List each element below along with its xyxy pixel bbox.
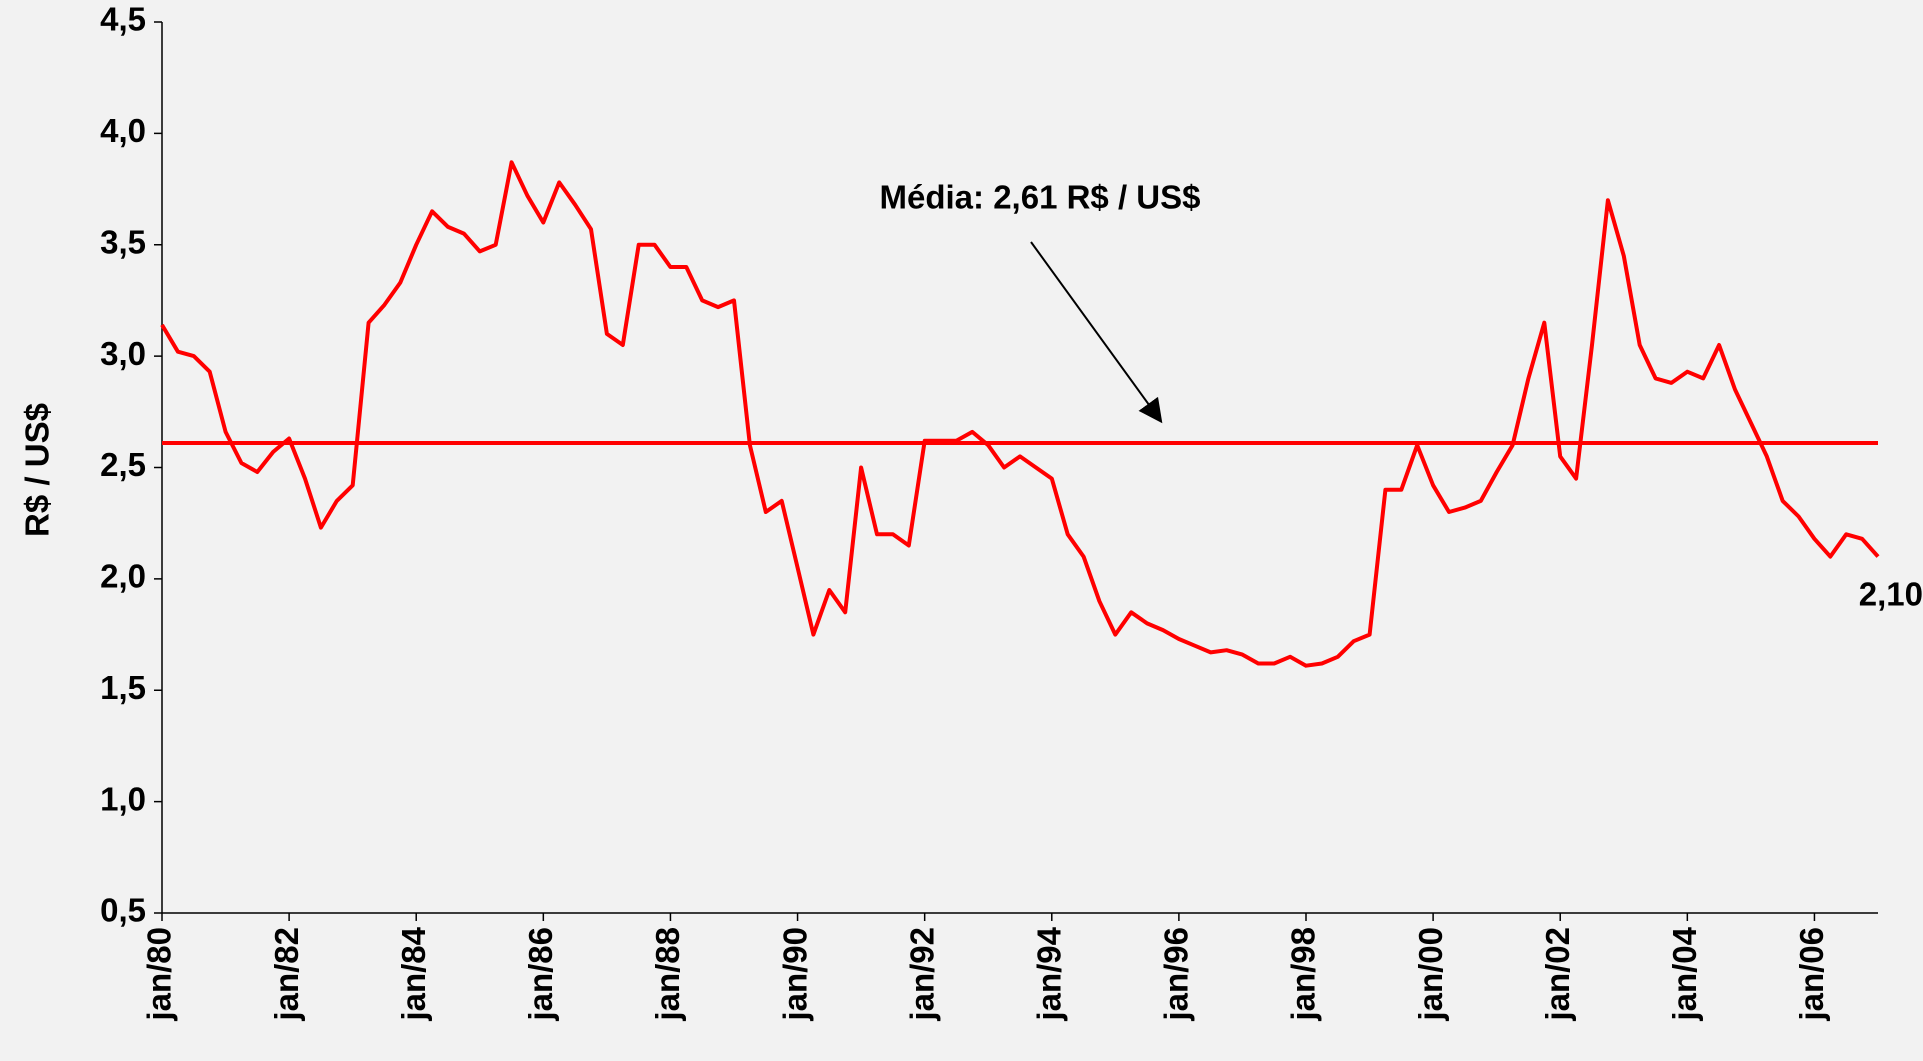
x-tick-label: jan/00	[1412, 927, 1449, 1022]
x-tick-label: jan/96	[1158, 927, 1195, 1022]
x-tick-label: jan/82	[268, 927, 305, 1022]
y-axis-label: R$ / US$	[19, 403, 56, 537]
x-tick-label: jan/02	[1539, 927, 1576, 1022]
annotation: Média: 2,61 R$ / US$	[880, 179, 1201, 216]
x-tick-label: jan/88	[649, 927, 686, 1022]
x-tick-label: jan/04	[1666, 926, 1703, 1021]
chart: R$ / US$ Média: 2,61 R$ / US$ 0,5 1,0 1,5 2…	[0, 0, 1923, 1061]
page: R$ / US$ Média: 2,61 R$ / US$ 0,5 1,0 1,5 2…	[0, 0, 1923, 1061]
y-tick-label: 3,0	[100, 335, 146, 372]
y-tick-label: 2,5	[100, 446, 146, 483]
y-tick-label: 2,0	[100, 558, 146, 595]
y-tick-label: 4,5	[100, 1, 146, 38]
x-tick-label: jan/06	[1793, 927, 1830, 1022]
x-tick-label: jan/92	[903, 927, 940, 1022]
y-tick-label: 1,5	[100, 669, 146, 706]
x-tick-label: jan/90	[776, 927, 813, 1022]
x-tick-label: jan/98	[1285, 927, 1322, 1022]
x-tick-label: jan/86	[522, 927, 559, 1022]
y-tick-label: 0,5	[100, 892, 146, 929]
background	[0, 0, 1923, 1061]
y-tick-label: 1,0	[100, 780, 146, 817]
data-label: 2,10	[1859, 575, 1923, 612]
x-tick-label: jan/80	[141, 927, 178, 1022]
y-tick-label: 4,0	[100, 112, 146, 149]
x-tick-label: jan/84	[395, 926, 432, 1021]
x-tick-label: jan/94	[1030, 926, 1067, 1021]
y-tick-label: 3,5	[100, 223, 146, 260]
